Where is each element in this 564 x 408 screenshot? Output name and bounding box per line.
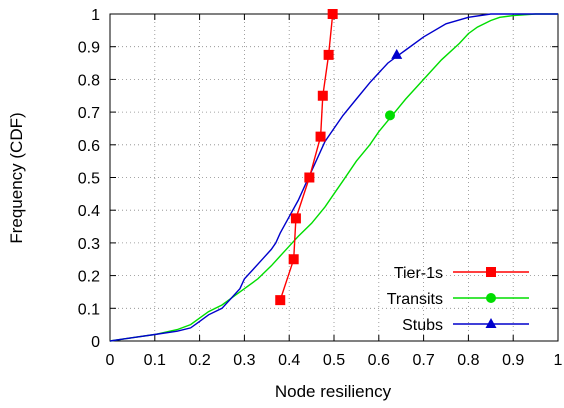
series-line-stubs (109, 13, 558, 342)
y-tick-label-7: 0.7 (78, 105, 100, 122)
data-point-tier-1s-5 (317, 90, 328, 101)
x-tick-label-0: 0 (106, 352, 115, 369)
data-point-tier-1s-6 (323, 49, 334, 60)
y-tick-label-10: 1 (91, 7, 100, 24)
legend-marker-transits (486, 293, 496, 303)
x-tick-label-10: 1 (554, 352, 563, 369)
legend-label-tier-1s: Tier-1s (394, 265, 443, 282)
data-point-tier-1s-3 (304, 172, 315, 183)
x-tick-label-9: 0.9 (502, 352, 524, 369)
data-point-tier-1s-1 (288, 254, 299, 265)
data-point-transits-0 (385, 110, 395, 121)
data-point-stubs-0 (391, 48, 403, 59)
x-tick-label-5: 0.5 (323, 352, 345, 369)
y-tick-label-8: 0.8 (78, 72, 100, 89)
legend-label-transits: Transits (387, 291, 443, 308)
legend-marker-tier-1s (486, 267, 496, 277)
x-axis-label: Node resiliency (275, 382, 392, 401)
legend-marker-stubs (485, 318, 497, 328)
data-point-tier-1s-7 (327, 9, 338, 19)
legend-label-stubs: Stubs (402, 317, 443, 334)
y-tick-label-9: 0.9 (78, 40, 100, 57)
x-tick-label-7: 0.7 (412, 352, 434, 369)
series-tier-1s (275, 9, 338, 306)
data-point-tier-1s-0 (275, 295, 286, 306)
data-point-tier-1s-4 (315, 131, 326, 142)
legend: Tier-1s Transits Stubs (387, 265, 529, 334)
y-tick-label-3: 0.3 (78, 236, 100, 253)
data-point-tier-1s-2 (290, 213, 301, 224)
y-axis-label: Frequency (CDF) (7, 112, 26, 243)
x-tick-label-1: 0.1 (144, 352, 166, 369)
y-tick-label-0: 0 (91, 334, 100, 351)
x-tick-label-2: 0.2 (188, 352, 210, 369)
y-tick-label-2: 0.2 (78, 269, 100, 286)
x-tick-label-8: 0.8 (457, 352, 479, 369)
series-line-transits (109, 13, 558, 342)
x-tick-label-6: 0.6 (368, 352, 390, 369)
x-tick-label-3: 0.3 (233, 352, 255, 369)
series-stubs (109, 13, 558, 342)
series-line-tier-1s (279, 13, 334, 301)
y-tick-label-4: 0.4 (78, 203, 100, 220)
y-tick-label-6: 0.6 (78, 138, 100, 155)
series-transits (109, 13, 558, 342)
y-tick-label-5: 0.5 (78, 171, 100, 188)
x-tick-label-4: 0.4 (278, 352, 300, 369)
grid-lines (110, 14, 558, 341)
y-tick-label-1: 0.1 (78, 301, 100, 318)
